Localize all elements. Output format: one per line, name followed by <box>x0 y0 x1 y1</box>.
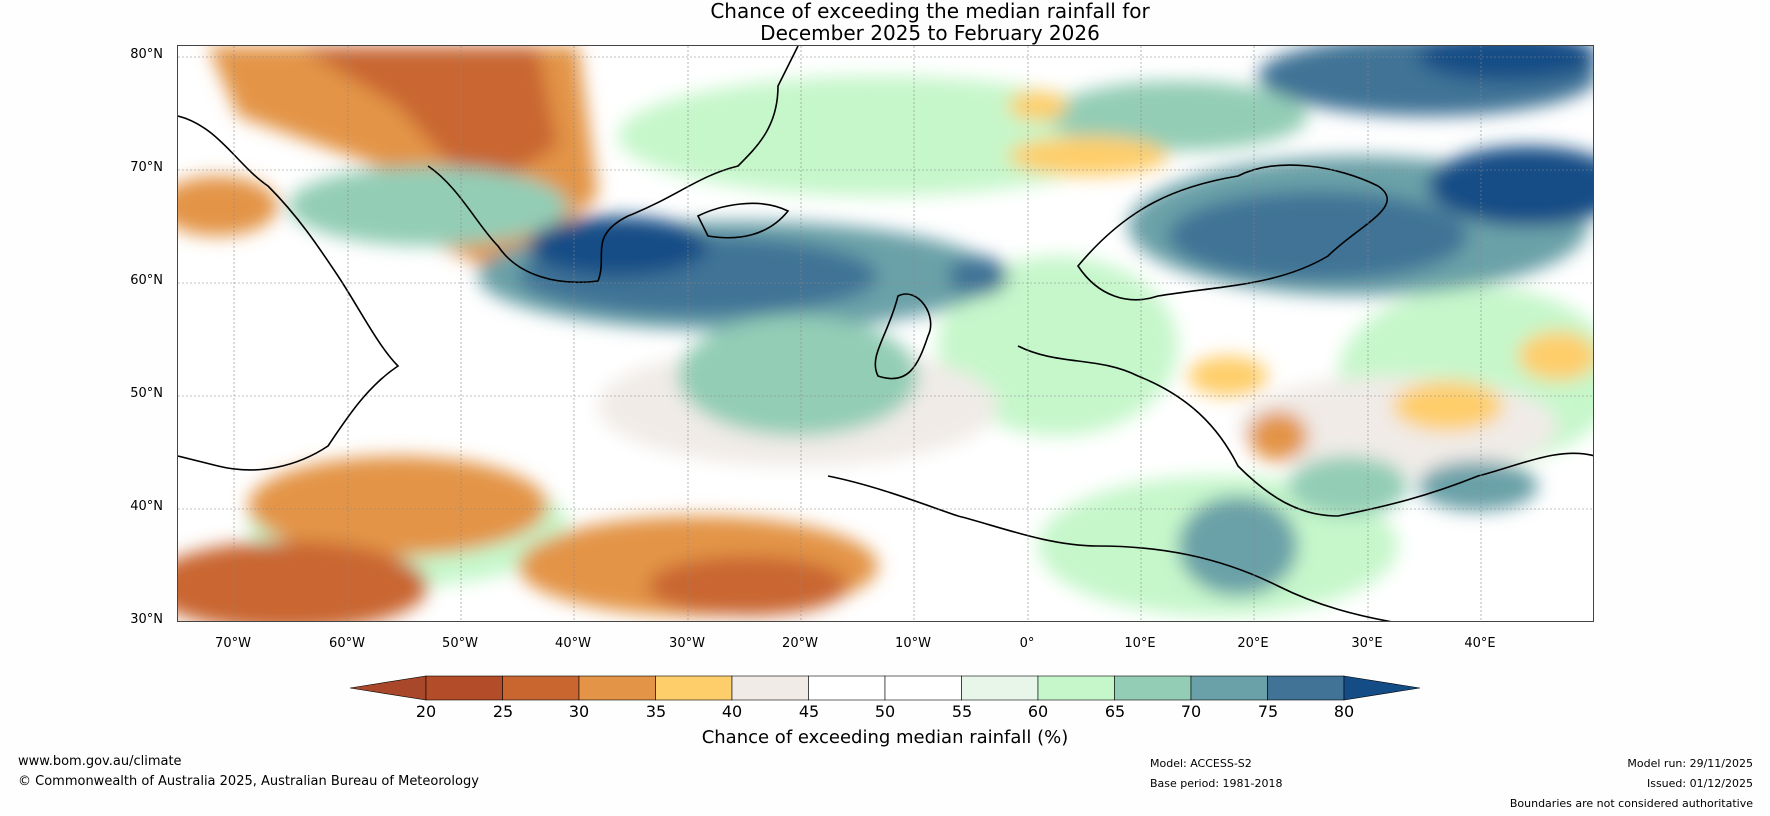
colorbar-tick-50: 50 <box>874 702 896 721</box>
colorbar-tick-60: 60 <box>1027 702 1049 721</box>
colorbar-tick-45: 45 <box>798 702 820 721</box>
lon-label-50w: 50°W <box>442 636 478 651</box>
europe-coast <box>1017 345 1593 517</box>
colorbar-tick-55: 55 <box>951 702 973 721</box>
colorbar-segment <box>655 675 733 701</box>
colorbar-tick-35: 35 <box>645 702 667 721</box>
colorbar-segment <box>502 675 580 701</box>
colorbar-tick-75: 75 <box>1257 702 1279 721</box>
map-title-line2: December 2025 to February 2026 <box>760 21 1100 45</box>
colorbar-segment <box>1267 675 1345 701</box>
lon-label-20e: 20°E <box>1237 636 1269 651</box>
colorbar-segments <box>350 675 1420 701</box>
scandinavia-coast <box>1077 164 1388 301</box>
lat-label-80n: 80°N <box>130 47 163 62</box>
colorbar-tick-65: 65 <box>1104 702 1126 721</box>
gridlines <box>178 46 1593 621</box>
rainfall-map <box>177 45 1594 622</box>
lat-label-70n: 70°N <box>130 160 163 175</box>
lat-label-50n: 50°N <box>130 386 163 401</box>
colorbar-segment <box>578 675 656 701</box>
colorbar-extend-low <box>350 675 427 701</box>
lon-label-10e: 10°E <box>1124 636 1156 651</box>
lon-label-20w: 20°W <box>782 636 818 651</box>
colorbar-segment <box>1037 675 1115 701</box>
map-title-line1: Chance of exceeding the median rainfall … <box>710 0 1150 23</box>
greenland-coast <box>427 46 799 284</box>
colorbar-segment <box>731 675 809 701</box>
model-run-date: Model run: 29/11/2025 <box>1627 757 1753 770</box>
website-link[interactable]: www.bom.gov.au/climate <box>18 754 182 769</box>
lat-label-40n: 40°N <box>130 499 163 514</box>
lon-label-60w: 60°W <box>329 636 365 651</box>
colorbar-segment <box>961 675 1039 701</box>
lat-label-30n: 30°N <box>130 612 163 627</box>
issued-date: Issued: 01/12/2025 <box>1646 777 1753 790</box>
copyright-text: © Commonwealth of Australia 2025, Austra… <box>18 774 479 789</box>
coastlines <box>178 46 1593 621</box>
colorbar-segment <box>1114 675 1192 701</box>
north-america-coast <box>178 115 400 471</box>
colorbar-tick-30: 30 <box>568 702 590 721</box>
iceland-coast <box>696 202 790 239</box>
probability-field <box>178 46 1593 621</box>
lat-label-60n: 60°N <box>130 273 163 288</box>
lon-label-40e: 40°E <box>1464 636 1496 651</box>
africa-coast <box>827 475 1392 621</box>
colorbar-tick-40: 40 <box>721 702 743 721</box>
lon-label-40w: 40°W <box>555 636 591 651</box>
colorbar-tick-25: 25 <box>492 702 514 721</box>
colorbar-tick-20: 20 <box>415 702 437 721</box>
lon-label-10w: 10°W <box>895 636 931 651</box>
boundaries-note: Boundaries are not considered authoritat… <box>1509 797 1753 810</box>
base-period: Base period: 1981-2018 <box>1150 777 1283 790</box>
lon-label-70w: 70°W <box>215 636 251 651</box>
colorbar-segment <box>1190 675 1268 701</box>
lon-label-30w: 30°W <box>669 636 705 651</box>
lon-label-30e: 30°E <box>1351 636 1383 651</box>
colorbar-tick-80: 80 <box>1333 702 1355 721</box>
uk-coast <box>874 293 932 380</box>
model-name: Model: ACCESS-S2 <box>1150 757 1252 770</box>
colorbar-segment <box>808 675 886 701</box>
colorbar-segment <box>425 675 503 701</box>
colorbar-segment <box>884 675 962 701</box>
colorbar <box>350 675 1420 701</box>
colorbar-extend-high <box>1343 675 1420 701</box>
lon-label-0: 0° <box>1019 636 1035 651</box>
colorbar-tick-70: 70 <box>1180 702 1202 721</box>
colorbar-label: Chance of exceeding median rainfall (%) <box>701 727 1069 748</box>
